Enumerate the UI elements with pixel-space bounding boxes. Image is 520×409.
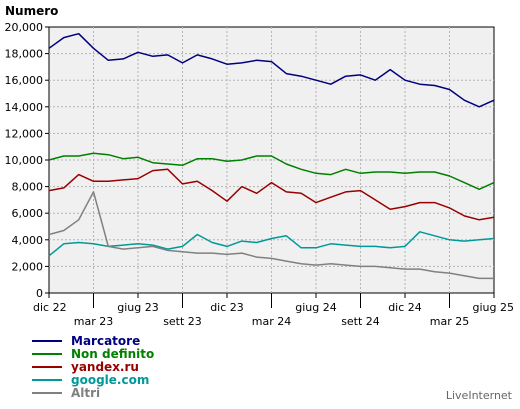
series-line-2 — [48, 168, 495, 221]
x-tick-label: giug 23 — [117, 301, 159, 314]
legend-label: google.com — [71, 373, 149, 387]
y-tick-label: 12,000 — [5, 127, 44, 140]
liveinternet-watermark: LiveInternet — [446, 389, 513, 402]
series-lines — [48, 32, 495, 280]
y-tick-label: 20,000 — [5, 21, 44, 34]
legend-label: yandex.ru — [71, 360, 139, 374]
x-tick-label: dic 23 — [210, 301, 244, 314]
y-tick-label: 4,000 — [12, 234, 44, 247]
series-line-3 — [48, 231, 495, 257]
legend-label: Altri — [71, 386, 100, 400]
y-tick-label: 14,000 — [5, 101, 44, 114]
series-line-4 — [48, 191, 494, 280]
x-tick-label: dic 24 — [388, 301, 422, 314]
x-tick-label: sett 23 — [163, 315, 202, 328]
axis-ticks: 0 2,000 4,000 6,000 8,000 10,000 12,000 14,000 1… — [5, 21, 515, 328]
series-line-1 — [48, 152, 495, 191]
x-tick-label: dic 22 — [33, 301, 67, 314]
y-tick-label: 16,000 — [5, 74, 44, 87]
grid — [49, 27, 494, 293]
x-tick-label: giug 24 — [295, 301, 337, 314]
legend-label: Non definito — [71, 347, 154, 361]
x-tick-label: giug 25 — [473, 301, 515, 314]
y-tick-label: 18,000 — [5, 48, 44, 61]
y-tick-label: 8,000 — [12, 181, 44, 194]
x-tick-label: mar 24 — [252, 315, 291, 328]
y-tick-label: 2,000 — [12, 260, 44, 273]
y-tick-label: 0 — [36, 287, 43, 300]
x-tick-label: mar 23 — [74, 315, 113, 328]
x-tick-label: sett 24 — [341, 315, 380, 328]
y-axis-title: Numero — [5, 4, 58, 18]
x-tick-label: mar 25 — [430, 315, 469, 328]
legend-label: Marcatore — [71, 334, 140, 348]
y-tick-label: 10,000 — [5, 154, 44, 167]
series-line-0 — [48, 32, 495, 108]
y-tick-label: 6,000 — [12, 207, 44, 220]
